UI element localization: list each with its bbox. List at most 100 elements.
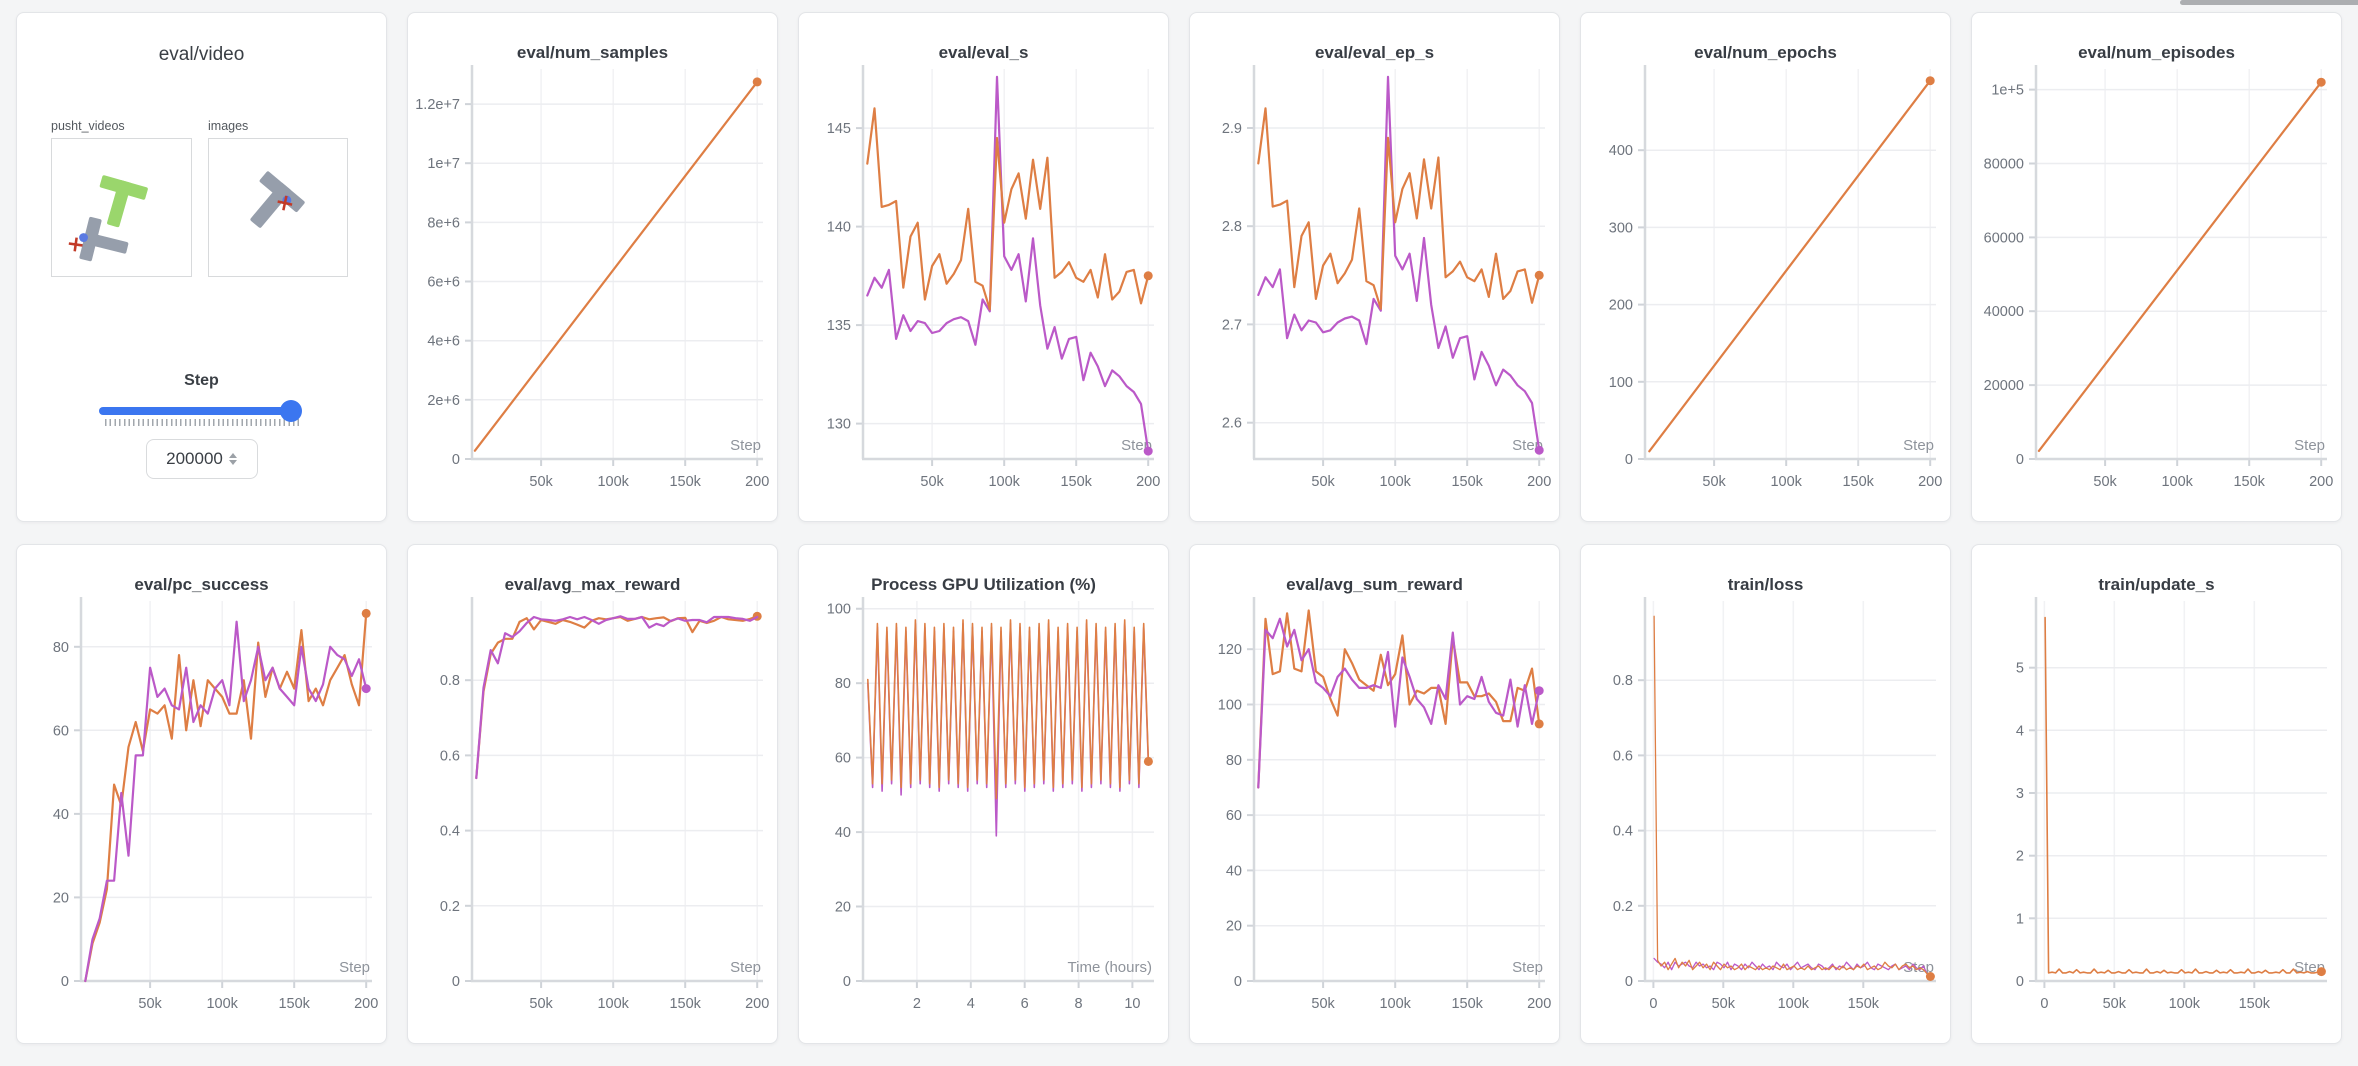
- chevron-down-icon[interactable]: [228, 460, 237, 465]
- svg-text:0: 0: [61, 974, 69, 990]
- chart-panel: train/loss 0 50k 100k 150k 0 0.2 0.4 0.6 0.8 Step: [1580, 544, 1951, 1044]
- svg-text:Step: Step: [730, 959, 761, 976]
- chevron-up-icon[interactable]: [228, 453, 237, 458]
- svg-text:200: 200: [745, 474, 769, 490]
- svg-text:20000: 20000: [1984, 378, 2024, 394]
- svg-text:150k: 150k: [1848, 996, 1880, 1012]
- svg-text:100: 100: [1609, 375, 1633, 391]
- line-chart[interactable]: 50k 100k 150k 200 0 2e+6 4e+6 6e+6 8e+6 1e+7 1.2e+…: [408, 13, 778, 521]
- panel-title: eval/video: [158, 44, 245, 65]
- svg-text:0.4: 0.4: [440, 824, 460, 840]
- svg-text:4e+6: 4e+6: [427, 334, 460, 350]
- slider-thumb[interactable]: [280, 400, 302, 422]
- svg-text:0.4: 0.4: [1613, 824, 1633, 840]
- svg-text:145: 145: [827, 121, 851, 137]
- svg-text:Step: Step: [2294, 437, 2325, 454]
- svg-text:200: 200: [354, 996, 378, 1012]
- chart-panel: eval/num_samples 50k 100k 150k 200 0 2e+6 4e+6…: [407, 12, 778, 522]
- svg-text:150k: 150k: [1451, 996, 1483, 1012]
- svg-text:20: 20: [53, 890, 69, 906]
- svg-text:2.6: 2.6: [1222, 416, 1242, 432]
- svg-text:0: 0: [452, 974, 460, 990]
- svg-text:300: 300: [1609, 220, 1633, 236]
- svg-text:100: 100: [1218, 698, 1242, 714]
- media-panel-eval-video: eval/video pusht_videos images: [16, 12, 387, 522]
- line-chart[interactable]: 50k 100k 150k 200 0 100 200 300 400 Step: [1581, 13, 1951, 521]
- svg-text:1e+5: 1e+5: [1991, 83, 2024, 99]
- pusht-observation-image: [250, 171, 305, 228]
- step-number-input[interactable]: 200000: [145, 439, 258, 479]
- svg-text:150k: 150k: [2239, 996, 2271, 1012]
- svg-text:80: 80: [835, 676, 851, 692]
- svg-text:150k: 150k: [2233, 474, 2265, 490]
- media-key-label: images: [208, 119, 249, 133]
- svg-text:0: 0: [1649, 996, 1657, 1012]
- panel-title: eval/eval_ep_s: [1314, 43, 1435, 62]
- svg-text:Time (hours): Time (hours): [1068, 959, 1152, 976]
- svg-text:0.8: 0.8: [1613, 673, 1633, 689]
- chart-panel: eval/eval_s 50k 100k 150k 200 130 135 140 145 St…: [798, 12, 1169, 522]
- svg-text:150k: 150k: [1060, 474, 1092, 490]
- line-chart[interactable]: 50k 100k 150k 200 0 20000 40000 60000 80000 1e+5 S…: [1972, 13, 2342, 521]
- svg-text:1: 1: [2016, 911, 2024, 927]
- svg-text:4: 4: [2016, 723, 2024, 739]
- svg-text:0: 0: [1234, 974, 1242, 990]
- svg-text:6e+6: 6e+6: [427, 275, 460, 291]
- chart-panel: train/update_s 0 50k 100k 150k 0 1 2 3 4 5 Step: [1971, 544, 2342, 1044]
- panel-title: eval/num_samples: [516, 43, 669, 62]
- svg-text:200: 200: [745, 996, 769, 1012]
- svg-text:2.8: 2.8: [1222, 219, 1242, 235]
- svg-text:4: 4: [967, 996, 975, 1012]
- svg-text:50k: 50k: [1712, 996, 1736, 1012]
- svg-text:100k: 100k: [1379, 474, 1411, 490]
- svg-text:50k: 50k: [529, 996, 553, 1012]
- svg-text:140: 140: [827, 220, 851, 236]
- slider-tick-marks: [105, 419, 299, 426]
- panel-title: eval/eval_s: [938, 43, 1029, 62]
- svg-text:20: 20: [1226, 919, 1242, 935]
- svg-text:80: 80: [1226, 753, 1242, 769]
- svg-text:60: 60: [835, 751, 851, 767]
- svg-text:8: 8: [1075, 996, 1083, 1012]
- horizontal-scrollbar-thumb[interactable]: [2180, 0, 2358, 5]
- chart-panel: eval/pc_success 50k 100k 150k 200 0 20 40 60 80 S…: [16, 544, 387, 1044]
- svg-text:0: 0: [2040, 996, 2048, 1012]
- slider-track[interactable]: [99, 407, 301, 415]
- svg-text:50k: 50k: [2093, 474, 2117, 490]
- images-thumbnail[interactable]: [208, 138, 348, 277]
- line-chart[interactable]: 50k 100k 150k 200 0 20 40 60 80 100 120 Step: [1190, 545, 1560, 1043]
- svg-text:50k: 50k: [920, 474, 944, 490]
- line-chart[interactable]: 50k 100k 150k 200 0 0.2 0.4 0.6 0.8 Step: [408, 545, 778, 1043]
- line-chart[interactable]: 50k 100k 150k 200 0 20 40 60 80 Step: [17, 545, 387, 1043]
- svg-text:80: 80: [53, 640, 69, 656]
- step-value: 200000: [166, 449, 223, 468]
- pusht-video-thumbnail[interactable]: [51, 138, 192, 277]
- svg-text:100k: 100k: [1770, 474, 1802, 490]
- svg-text:200: 200: [1609, 298, 1633, 314]
- svg-text:0: 0: [452, 452, 460, 468]
- svg-text:50k: 50k: [1311, 474, 1335, 490]
- svg-text:1.2e+7: 1.2e+7: [415, 97, 460, 113]
- svg-text:100k: 100k: [1778, 996, 1810, 1012]
- svg-text:40: 40: [53, 807, 69, 823]
- panel-title: eval/num_episodes: [2078, 43, 2235, 62]
- chart-panel: eval/num_episodes 50k 100k 150k 200 0 20000 40…: [1971, 12, 2342, 522]
- chart-panel: eval/avg_sum_reward 50k 100k 150k 200 0 20 40 6…: [1189, 544, 1560, 1044]
- stepper-buttons[interactable]: [228, 453, 237, 465]
- svg-text:200: 200: [1527, 474, 1551, 490]
- step-slider[interactable]: [17, 397, 386, 431]
- chart-panel: eval/eval_ep_s 50k 100k 150k 200 2.6 2.7 2.8 2.…: [1189, 12, 1560, 522]
- svg-text:0: 0: [2016, 974, 2024, 990]
- chart-panel: eval/num_epochs 50k 100k 150k 200 0 100 200 300…: [1580, 12, 1951, 522]
- svg-text:2e+6: 2e+6: [427, 393, 460, 409]
- svg-text:Step: Step: [339, 959, 370, 976]
- svg-text:40: 40: [1226, 863, 1242, 879]
- svg-text:60000: 60000: [1984, 230, 2024, 246]
- svg-text:150k: 150k: [669, 474, 701, 490]
- svg-text:50k: 50k: [529, 474, 553, 490]
